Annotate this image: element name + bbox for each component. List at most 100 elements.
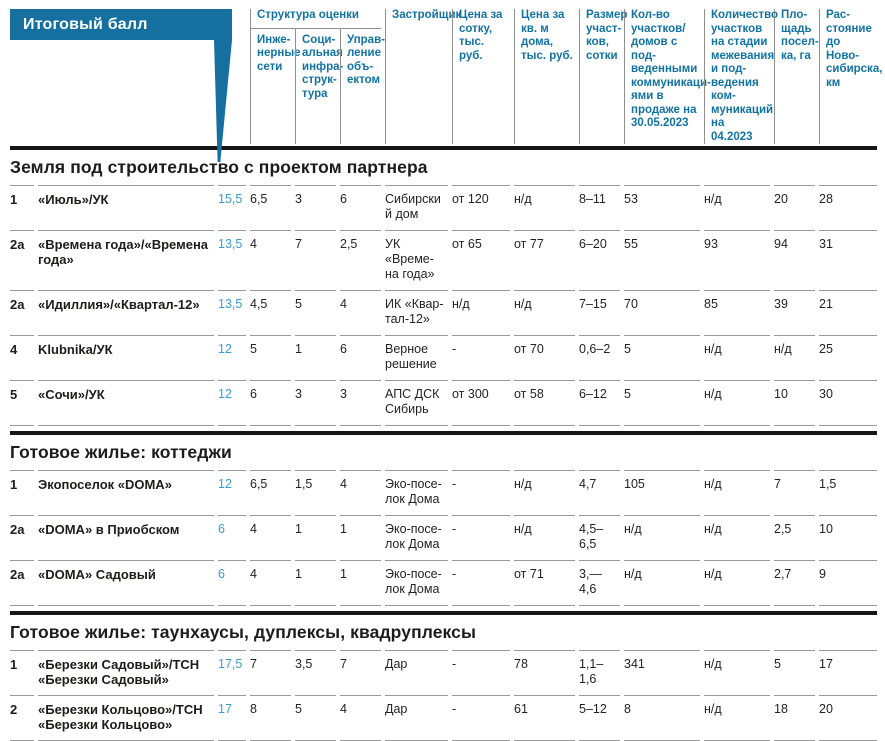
lots-in-progress-cell: н/д: [704, 560, 770, 606]
plot-size-cell: 3,— 4,6: [579, 560, 620, 606]
plot-size-cell: 8–11: [579, 185, 620, 230]
project-name-cell: «Июль»/УК: [38, 185, 214, 230]
lots-with-comms-cell: 5: [624, 380, 700, 426]
project-name-cell: «Сочи»/УК: [38, 380, 214, 426]
engineering-score-cell: 4: [250, 560, 291, 606]
table-section: Готовое жилье: коттеджи 1 Экопоселок «DO…: [10, 431, 877, 606]
developer-cell: УК «Време-на года»: [385, 230, 448, 290]
price-per-sqm-cell: н/д: [514, 515, 575, 560]
social-score-cell: 5: [295, 290, 336, 335]
price-per-sotka-cell: -: [452, 695, 510, 741]
total-score-cell: 12: [218, 335, 246, 380]
total-score-cell: 17: [218, 695, 246, 741]
lots-with-comms-cell: 53: [624, 185, 700, 230]
rank-cell: 4: [10, 335, 34, 380]
settlement-area-cell: 10: [774, 380, 815, 426]
social-score-cell: 5: [295, 695, 336, 741]
engineering-score-cell: 6: [250, 380, 291, 426]
total-score-label: Итоговый балл: [23, 16, 148, 33]
settlement-area-cell: 5: [774, 650, 815, 695]
engineering-score-cell: 5: [250, 335, 291, 380]
header-col-price-per-sotka: Цена за сотку, тыс. руб.: [452, 9, 510, 144]
distance-cell: 28: [819, 185, 877, 230]
price-per-sotka-cell: -: [452, 560, 510, 606]
engineering-score-cell: 4: [250, 515, 291, 560]
header-col-management: Управ-ление объ-ектом: [340, 28, 385, 144]
management-score-cell: 3: [340, 380, 381, 426]
developer-cell: Сибирский дом: [385, 185, 448, 230]
lots-with-comms-cell: 70: [624, 290, 700, 335]
plot-size-cell: 7–15: [579, 290, 620, 335]
header-col-lots-with-communications: Кол-во участков/ домов с под-веденными к…: [624, 9, 711, 144]
price-per-sqm-cell: н/д: [514, 185, 575, 230]
header-col-plot-size: Размер участ-ков, сотки: [579, 9, 627, 144]
social-score-cell: 1: [295, 515, 336, 560]
total-score-cell: 6: [218, 515, 246, 560]
price-per-sotka-cell: -: [452, 515, 510, 560]
rank-cell: 2а: [10, 515, 34, 560]
price-per-sqm-cell: н/д: [514, 470, 575, 515]
table-section: Земля под строительство с проектом партн…: [10, 150, 877, 426]
lots-with-comms-cell: 5: [624, 335, 700, 380]
price-per-sotka-cell: -: [452, 470, 510, 515]
table-row: 1 Экопоселок «DOMA» 12 6,5 1,5 4 Эко-пос…: [10, 470, 877, 515]
distance-cell: 25: [819, 335, 877, 380]
price-per-sqm-cell: от 71: [514, 560, 575, 606]
rank-cell: 2: [10, 695, 34, 741]
social-score-cell: 3: [295, 185, 336, 230]
rank-cell: 1: [10, 650, 34, 695]
lots-with-comms-cell: 55: [624, 230, 700, 290]
rank-cell: 1: [10, 185, 34, 230]
settlement-area-cell: 7: [774, 470, 815, 515]
developer-cell: Эко-посе-лок Дома: [385, 515, 448, 560]
settlement-area-cell: н/д: [774, 335, 815, 380]
table-row: 2а «Идиллия»/«Квартал-12» 13,5 4,5 5 4 И…: [10, 290, 877, 335]
management-score-cell: 4: [340, 290, 381, 335]
plot-size-cell: 6–12: [579, 380, 620, 426]
section-title: Готовое жилье: таунхаусы, дуплексы, квад…: [10, 611, 877, 650]
lots-with-comms-cell: н/д: [624, 515, 700, 560]
total-score-cell: 15,5: [218, 185, 246, 230]
lots-in-progress-cell: н/д: [704, 470, 770, 515]
header-col-social-infrastructure: Соци-альная инфра-струк-тура: [295, 28, 343, 144]
lots-with-comms-cell: 105: [624, 470, 700, 515]
engineering-score-cell: 7: [250, 650, 291, 695]
price-per-sqm-cell: 78: [514, 650, 575, 695]
developer-cell: АПС ДСК Сибирь: [385, 380, 448, 426]
engineering-score-cell: 6,5: [250, 470, 291, 515]
total-score-callout: Итоговый балл: [10, 9, 232, 40]
plot-size-cell: 6–20: [579, 230, 620, 290]
distance-cell: 1,5: [819, 470, 877, 515]
project-name-cell: «DOMA» Садовый: [38, 560, 214, 606]
price-per-sqm-cell: н/д: [514, 290, 575, 335]
social-score-cell: 7: [295, 230, 336, 290]
plot-size-cell: 1,1–1,6: [579, 650, 620, 695]
project-name-cell: «Идиллия»/«Квартал-12»: [38, 290, 214, 335]
rank-cell: 5: [10, 380, 34, 426]
social-score-cell: 1,5: [295, 470, 336, 515]
settlement-area-cell: 2,5: [774, 515, 815, 560]
social-score-cell: 1: [295, 335, 336, 380]
developer-cell: ИК «Квар-тал-12»: [385, 290, 448, 335]
project-name-cell: Экопоселок «DOMA»: [38, 470, 214, 515]
lots-with-comms-cell: 8: [624, 695, 700, 741]
distance-cell: 31: [819, 230, 877, 290]
total-score-cell: 6: [218, 560, 246, 606]
lots-in-progress-cell: 85: [704, 290, 770, 335]
engineering-score-cell: 4: [250, 230, 291, 290]
lots-in-progress-cell: н/д: [704, 695, 770, 741]
table-row: 2а «DOMA» в Приобском 6 4 1 1 Эко-посе-л…: [10, 515, 877, 560]
price-per-sqm-cell: от 58: [514, 380, 575, 426]
header-col-settlement-area: Пло-щадь посел-ка, га: [774, 9, 819, 144]
distance-cell: 21: [819, 290, 877, 335]
management-score-cell: 1: [340, 560, 381, 606]
header-group-structure: Структура оценки: [250, 9, 381, 29]
price-per-sotka-cell: -: [452, 650, 510, 695]
management-score-cell: 4: [340, 695, 381, 741]
price-per-sqm-cell: 61: [514, 695, 575, 741]
rank-cell: 2а: [10, 560, 34, 606]
project-name-cell: «DOMA» в Приобском: [38, 515, 214, 560]
distance-cell: 10: [819, 515, 877, 560]
settlement-area-cell: 2,7: [774, 560, 815, 606]
plot-size-cell: 0,6–2: [579, 335, 620, 380]
